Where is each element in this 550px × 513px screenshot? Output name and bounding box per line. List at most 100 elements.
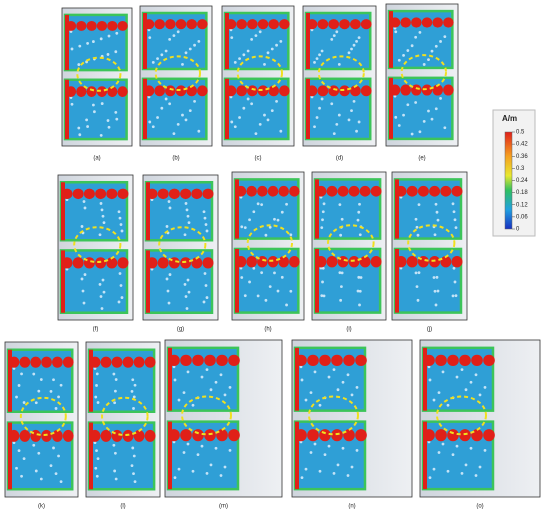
speckle: [114, 50, 118, 54]
speckle: [148, 36, 152, 39]
speckle: [132, 454, 136, 458]
speckle: [430, 49, 434, 53]
speckle: [415, 225, 419, 229]
speckle: [252, 266, 256, 270]
speckle: [346, 474, 350, 477]
panel: [311, 171, 387, 321]
speckle: [82, 301, 86, 305]
speckle: [99, 37, 103, 41]
speckle: [338, 271, 342, 275]
bead: [289, 185, 300, 197]
bead: [165, 19, 176, 30]
speckle: [304, 398, 308, 402]
speckle: [132, 472, 135, 476]
edge: [423, 347, 427, 411]
bead: [411, 17, 422, 28]
speckle: [321, 218, 324, 222]
panel-label: (n): [348, 504, 355, 510]
speckle: [177, 467, 181, 471]
speckle: [402, 53, 405, 57]
speckle: [350, 47, 353, 51]
speckle: [357, 120, 361, 124]
speckle: [214, 446, 218, 450]
speckle: [209, 388, 213, 392]
bead: [117, 257, 129, 269]
speckle: [188, 109, 192, 112]
panel-label: (h): [264, 327, 271, 333]
bead: [86, 86, 97, 97]
colorbar-tick-label: 0.24: [516, 178, 528, 184]
speckle: [341, 380, 345, 384]
panel: [4, 341, 79, 498]
bead: [471, 354, 483, 367]
speckle: [355, 448, 359, 452]
bead: [89, 356, 101, 368]
bead: [216, 354, 228, 367]
bead: [268, 85, 279, 97]
speckle: [133, 480, 137, 484]
speckle: [99, 134, 103, 137]
speckle: [214, 380, 218, 384]
speckle: [469, 380, 473, 384]
speckle: [186, 370, 190, 374]
bead: [96, 86, 108, 97]
bead: [257, 85, 269, 97]
speckle: [478, 393, 482, 397]
speckle: [70, 47, 74, 51]
speckle: [186, 214, 190, 218]
speckle: [164, 49, 168, 53]
bead: [225, 85, 237, 97]
highlight: [181, 395, 232, 436]
speckle: [260, 203, 264, 207]
panel: [231, 171, 305, 321]
speckle: [52, 446, 55, 450]
speckle: [264, 298, 268, 302]
speckle: [428, 476, 432, 480]
speckle: [209, 463, 213, 467]
bead: [180, 257, 192, 269]
bead: [406, 255, 418, 268]
speckle: [469, 446, 473, 450]
bead: [19, 356, 31, 368]
speckle: [414, 35, 418, 39]
speckle: [204, 223, 208, 226]
bead: [389, 17, 401, 28]
speckle: [357, 275, 361, 279]
speckle: [483, 448, 487, 452]
speckle: [315, 57, 319, 60]
speckle: [246, 49, 250, 53]
bead: [411, 84, 422, 96]
bead: [295, 354, 307, 367]
bead: [417, 185, 429, 197]
bead: [267, 185, 279, 197]
edge: [295, 421, 299, 490]
bead: [228, 429, 240, 442]
panel-label: (f): [93, 327, 99, 333]
highlight: [154, 55, 202, 91]
edge: [8, 349, 12, 412]
bead: [52, 356, 63, 368]
bead: [107, 86, 118, 97]
speckle: [117, 300, 121, 304]
speckle: [80, 277, 84, 281]
edge: [146, 182, 150, 241]
speckle: [402, 113, 405, 117]
speckle: [451, 453, 455, 457]
bead: [62, 356, 74, 368]
speckle: [238, 57, 241, 60]
speckle: [433, 289, 437, 293]
speckle: [119, 223, 123, 226]
speckle: [167, 200, 171, 203]
speckle: [280, 210, 284, 214]
edge: [235, 179, 239, 239]
bead: [76, 86, 87, 97]
edge: [306, 78, 310, 139]
bead: [328, 85, 340, 97]
speckle: [22, 401, 26, 404]
speckle: [460, 368, 464, 371]
bead: [111, 356, 123, 368]
bead: [72, 188, 84, 200]
speckle: [230, 36, 234, 39]
speckle: [151, 61, 155, 64]
speckle: [270, 47, 274, 51]
